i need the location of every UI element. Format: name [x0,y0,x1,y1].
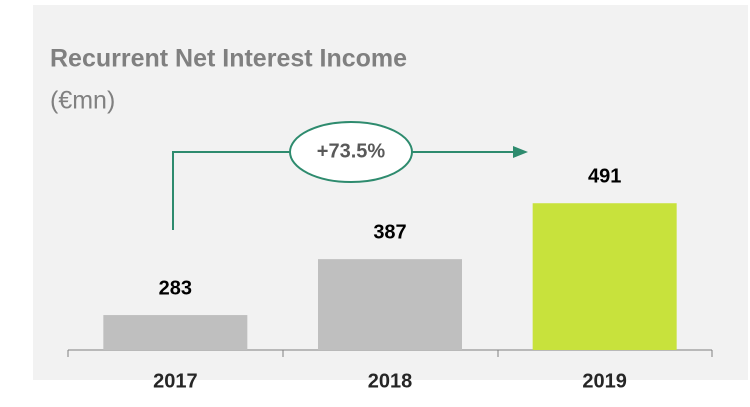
x-tick-label: 2017 [153,370,198,392]
value-label: 491 [588,166,621,188]
bar [318,259,462,350]
value-label: 387 [373,221,406,243]
axis-ticks [67,350,713,357]
arrow-head [513,146,528,158]
bar [532,203,677,350]
chart-subtitle: (€mn) [50,87,115,115]
bar [103,315,248,350]
annotation: +73.5% [317,140,386,162]
annotation-bubble [289,121,413,183]
x-tick-label: 2018 [368,370,413,392]
chart-title: Recurrent Net Interest Income [50,45,407,73]
value-label: 283 [159,277,192,299]
x-tick-label: 2019 [582,370,627,392]
